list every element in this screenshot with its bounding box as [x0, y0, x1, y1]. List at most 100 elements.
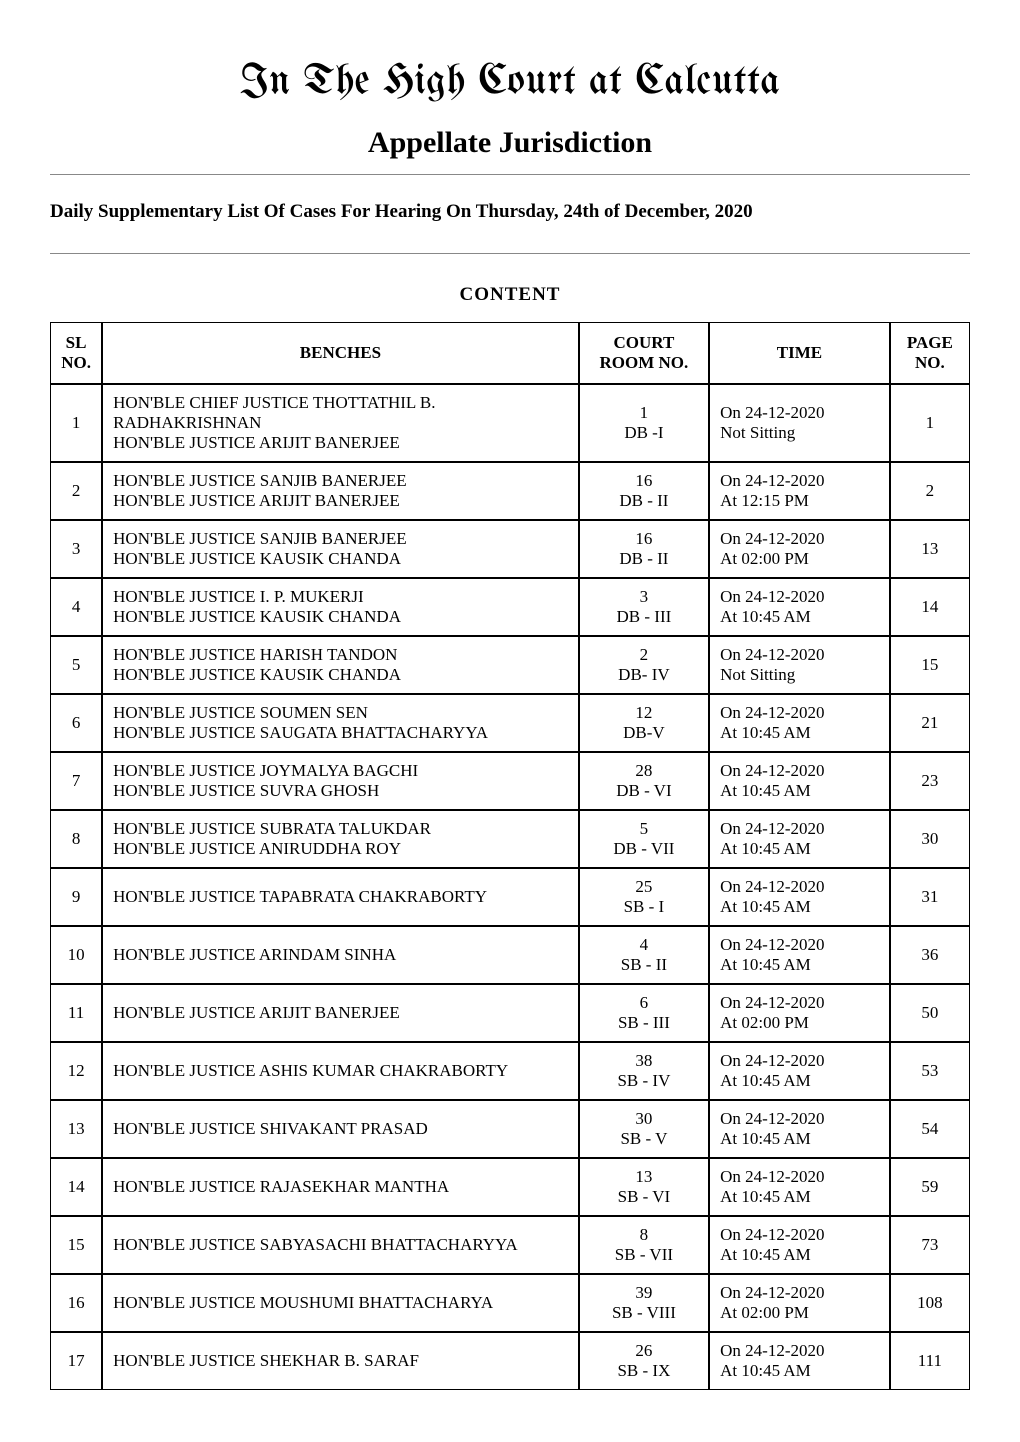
cell-page: 1: [890, 384, 970, 462]
cell-page: 21: [890, 694, 970, 752]
table-row: 14HON'BLE JUSTICE RAJASEKHAR MANTHA13SB …: [50, 1158, 970, 1216]
cell-page: 36: [890, 926, 970, 984]
cell-page: 53: [890, 1042, 970, 1100]
cell-page: 30: [890, 810, 970, 868]
col-header-room: COURTROOM NO.: [579, 322, 709, 384]
divider-bottom: [50, 253, 970, 254]
table-row: 6HON'BLE JUSTICE SOUMEN SENHON'BLE JUSTI…: [50, 694, 970, 752]
cell-sl: 3: [50, 520, 102, 578]
cell-room: 28DB - VI: [579, 752, 709, 810]
cell-time: On 24-12-2020At 02:00 PM: [709, 1274, 890, 1332]
cases-table: SLNO. BENCHES COURTROOM NO. TIME PAGENO.…: [50, 322, 970, 1390]
table-row: 11HON'BLE JUSTICE ARIJIT BANERJEE6SB - I…: [50, 984, 970, 1042]
cell-time: On 24-12-2020At 02:00 PM: [709, 984, 890, 1042]
cell-sl: 15: [50, 1216, 102, 1274]
table-row: 12HON'BLE JUSTICE ASHIS KUMAR CHAKRABORT…: [50, 1042, 970, 1100]
cell-time: On 24-12-2020At 10:45 AM: [709, 1100, 890, 1158]
cell-page: 54: [890, 1100, 970, 1158]
cell-time: On 24-12-2020At 10:45 AM: [709, 694, 890, 752]
cell-page: 14: [890, 578, 970, 636]
cell-room: 38SB - IV: [579, 1042, 709, 1100]
cell-time: On 24-12-2020At 10:45 AM: [709, 926, 890, 984]
cell-room: 5DB - VII: [579, 810, 709, 868]
cell-sl: 13: [50, 1100, 102, 1158]
col-header-time: TIME: [709, 322, 890, 384]
cell-time: On 24-12-2020At 10:45 AM: [709, 868, 890, 926]
table-row: 3HON'BLE JUSTICE SANJIB BANERJEEHON'BLE …: [50, 520, 970, 578]
cell-time: On 24-12-2020At 10:45 AM: [709, 810, 890, 868]
table-row: 16HON'BLE JUSTICE MOUSHUMI BHATTACHARYA3…: [50, 1274, 970, 1332]
cell-time: On 24-12-2020Not Sitting: [709, 384, 890, 462]
cell-benches: HON'BLE JUSTICE SHEKHAR B. SARAF: [102, 1332, 579, 1390]
cell-room: 39SB - VIII: [579, 1274, 709, 1332]
cell-sl: 2: [50, 462, 102, 520]
cell-benches: HON'BLE JUSTICE I. P. MUKERJIHON'BLE JUS…: [102, 578, 579, 636]
cell-time: On 24-12-2020At 02:00 PM: [709, 520, 890, 578]
cell-sl: 7: [50, 752, 102, 810]
table-row: 1HON'BLE CHIEF JUSTICE THOTTATHIL B. RAD…: [50, 384, 970, 462]
cell-page: 31: [890, 868, 970, 926]
cell-page: 111: [890, 1332, 970, 1390]
cell-room: 13SB - VI: [579, 1158, 709, 1216]
cell-benches: HON'BLE JUSTICE ASHIS KUMAR CHAKRABORTY: [102, 1042, 579, 1100]
table-row: 9HON'BLE JUSTICE TAPABRATA CHAKRABORTY25…: [50, 868, 970, 926]
table-row: 15HON'BLE JUSTICE SABYASACHI BHATTACHARY…: [50, 1216, 970, 1274]
cell-time: On 24-12-2020At 10:45 AM: [709, 1332, 890, 1390]
cell-room: 30SB - V: [579, 1100, 709, 1158]
cell-sl: 9: [50, 868, 102, 926]
cell-time: On 24-12-2020At 10:45 AM: [709, 578, 890, 636]
cell-benches: HON'BLE JUSTICE RAJASEKHAR MANTHA: [102, 1158, 579, 1216]
table-row: 4HON'BLE JUSTICE I. P. MUKERJIHON'BLE JU…: [50, 578, 970, 636]
cell-room: 16DB - II: [579, 520, 709, 578]
court-masthead: In The High Court at Calcutta: [50, 60, 970, 104]
table-row: 8HON'BLE JUSTICE SUBRATA TALUKDARHON'BLE…: [50, 810, 970, 868]
cell-benches: HON'BLE JUSTICE SHIVAKANT PRASAD: [102, 1100, 579, 1158]
cell-time: On 24-12-2020At 10:45 AM: [709, 1158, 890, 1216]
table-row: 13HON'BLE JUSTICE SHIVAKANT PRASAD30SB -…: [50, 1100, 970, 1158]
cell-sl: 11: [50, 984, 102, 1042]
cell-sl: 12: [50, 1042, 102, 1100]
cell-room: 12DB-V: [579, 694, 709, 752]
cell-benches: HON'BLE JUSTICE MOUSHUMI BHATTACHARYA: [102, 1274, 579, 1332]
cell-time: On 24-12-2020At 10:45 AM: [709, 1042, 890, 1100]
table-row: 10HON'BLE JUSTICE ARINDAM SINHA4SB - IIO…: [50, 926, 970, 984]
cell-page: 2: [890, 462, 970, 520]
cell-sl: 14: [50, 1158, 102, 1216]
cell-benches: HON'BLE JUSTICE SOUMEN SENHON'BLE JUSTIC…: [102, 694, 579, 752]
table-header-row: SLNO. BENCHES COURTROOM NO. TIME PAGENO.: [50, 322, 970, 384]
cell-benches: HON'BLE JUSTICE HARISH TANDONHON'BLE JUS…: [102, 636, 579, 694]
cell-sl: 6: [50, 694, 102, 752]
col-header-page: PAGENO.: [890, 322, 970, 384]
cell-room: 2DB- IV: [579, 636, 709, 694]
col-header-benches: BENCHES: [102, 322, 579, 384]
cell-benches: HON'BLE JUSTICE ARIJIT BANERJEE: [102, 984, 579, 1042]
col-header-sl: SLNO.: [50, 322, 102, 384]
cell-room: 6SB - III: [579, 984, 709, 1042]
cell-sl: 16: [50, 1274, 102, 1332]
cell-sl: 4: [50, 578, 102, 636]
table-row: 17HON'BLE JUSTICE SHEKHAR B. SARAF26SB -…: [50, 1332, 970, 1390]
cell-benches: HON'BLE CHIEF JUSTICE THOTTATHIL B. RADH…: [102, 384, 579, 462]
cell-room: 25SB - I: [579, 868, 709, 926]
cell-room: 3DB - III: [579, 578, 709, 636]
cell-room: 16DB - II: [579, 462, 709, 520]
cell-page: 108: [890, 1274, 970, 1332]
cell-sl: 10: [50, 926, 102, 984]
cell-time: On 24-12-2020Not Sitting: [709, 636, 890, 694]
table-row: 5HON'BLE JUSTICE HARISH TANDONHON'BLE JU…: [50, 636, 970, 694]
divider-top: [50, 174, 970, 175]
daily-supplementary-line: Daily Supplementary List Of Cases For He…: [50, 201, 970, 223]
cell-room: 4SB - II: [579, 926, 709, 984]
jurisdiction-subtitle: Appellate Jurisdiction: [50, 126, 970, 160]
cell-benches: HON'BLE JUSTICE SUBRATA TALUKDARHON'BLE …: [102, 810, 579, 868]
content-heading: CONTENT: [50, 284, 970, 306]
cell-time: On 24-12-2020At 10:45 AM: [709, 752, 890, 810]
table-row: 2HON'BLE JUSTICE SANJIB BANERJEEHON'BLE …: [50, 462, 970, 520]
cell-benches: HON'BLE JUSTICE SANJIB BANERJEEHON'BLE J…: [102, 462, 579, 520]
cell-benches: HON'BLE JUSTICE SANJIB BANERJEEHON'BLE J…: [102, 520, 579, 578]
cell-page: 15: [890, 636, 970, 694]
cell-sl: 1: [50, 384, 102, 462]
cell-page: 59: [890, 1158, 970, 1216]
cell-room: 26SB - IX: [579, 1332, 709, 1390]
cell-benches: HON'BLE JUSTICE ARINDAM SINHA: [102, 926, 579, 984]
